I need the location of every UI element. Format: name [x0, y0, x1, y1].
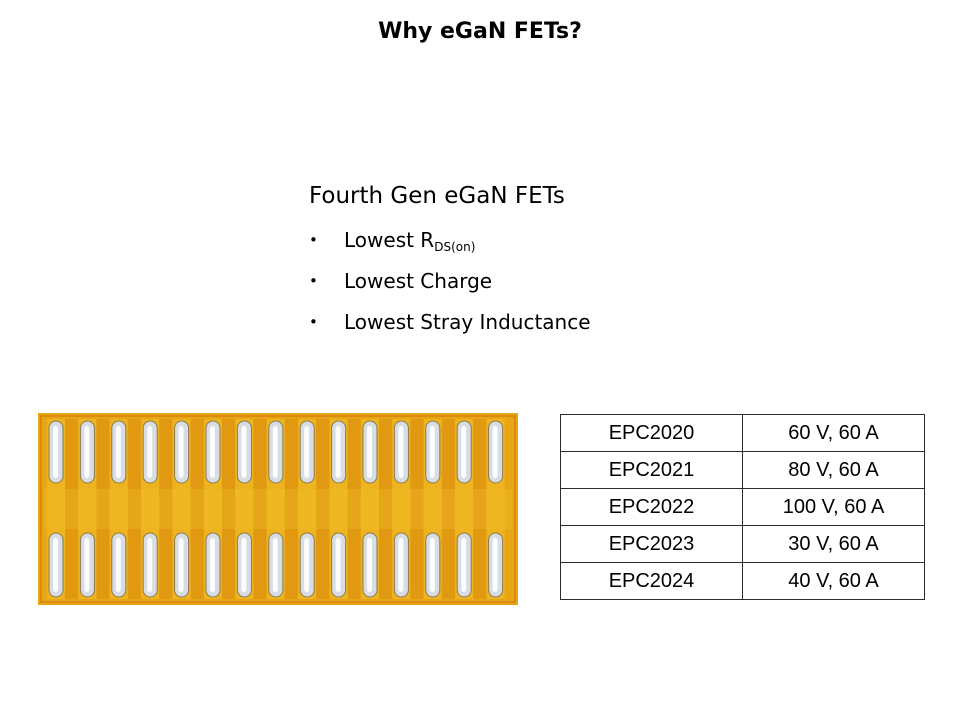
die-bump-highlight [335, 538, 341, 592]
table-row: EPC2021 80 V, 60 A [560, 451, 925, 489]
part-number-cell: EPC2021 [560, 451, 743, 489]
table-row: EPC2024 40 V, 60 A [560, 562, 925, 600]
part-number-cell: EPC2022 [560, 488, 743, 526]
die-bump-highlight [304, 426, 310, 478]
die-stripe [190, 419, 204, 599]
part-number-cell: EPC2024 [560, 562, 743, 600]
die-stripe [379, 419, 392, 599]
feature-item-rdson: • Lowest RDS(on) [309, 225, 591, 266]
die-middle-band [44, 489, 512, 529]
feature-text: Lowest Charge [344, 269, 493, 293]
feature-text: Lowest Stray Inductance [344, 310, 591, 334]
rating-cell: 60 V, 60 A [742, 414, 925, 452]
die-stripe [441, 419, 455, 599]
die-stripe [284, 419, 298, 599]
die-stripe [127, 419, 141, 599]
die-bump-highlight [210, 426, 215, 478]
feature-list: • Lowest RDS(on) • Lowest Charge • Lowest S… [309, 225, 591, 348]
gan-die-photo-icon [38, 413, 518, 605]
bullet-icon: • [309, 272, 318, 290]
die-bump-highlight [147, 426, 153, 478]
table-row: EPC2020 60 V, 60 A [560, 414, 925, 452]
rating-cell: 80 V, 60 A [742, 451, 925, 489]
die-bump-highlight [429, 426, 435, 478]
die-bump-highlight [241, 538, 247, 592]
die-bump-highlight [178, 426, 184, 478]
die-stripe [410, 419, 424, 599]
die-bump-highlight [84, 426, 90, 478]
feature-item-charge: • Lowest Charge [309, 266, 591, 307]
feature-text: Lowest R [344, 228, 435, 252]
feature-item-inductance: • Lowest Stray Inductance [309, 307, 591, 348]
bullet-icon: • [309, 231, 318, 249]
die-bump-highlight [115, 426, 121, 478]
die-bump-highlight [367, 538, 372, 592]
die-stripe [65, 419, 78, 599]
die-stripe [159, 419, 173, 599]
feature-subscript: DS(on) [434, 240, 476, 254]
die-bump-highlight [115, 538, 121, 592]
die-bump-highlight [147, 538, 153, 592]
die-bump-highlight [335, 426, 341, 478]
table-row: EPC2022 100 V, 60 A [560, 488, 925, 526]
die-bump-highlight [461, 426, 467, 478]
section-heading: Fourth Gen eGaN FETs [309, 183, 565, 209]
table-row: EPC2023 30 V, 60 A [560, 525, 925, 563]
die-bump-highlight [398, 426, 404, 478]
die-stripe [347, 419, 361, 599]
die-bump-highlight [241, 426, 247, 478]
die-bump-highlight [398, 538, 404, 592]
die-bump-highlight [210, 538, 215, 592]
die-bump-highlight [492, 426, 498, 478]
product-table: EPC2020 60 V, 60 A EPC2021 80 V, 60 A EP… [560, 414, 925, 600]
bullet-icon: • [309, 313, 318, 331]
die-stripe [222, 419, 235, 599]
rating-cell: 40 V, 60 A [742, 562, 925, 600]
die-bump-highlight [84, 538, 90, 592]
die-bump-highlight [178, 538, 184, 592]
die-bump-highlight [53, 426, 58, 478]
die-stripe [473, 419, 487, 599]
die-bump-highlight [272, 426, 278, 478]
die-stripe [96, 419, 110, 599]
slide-title: Why eGaN FETs? [378, 19, 582, 44]
rating-cell: 30 V, 60 A [742, 525, 925, 563]
die-border [40, 415, 516, 603]
die-bump-highlight [304, 538, 310, 592]
die-bump-highlight [272, 538, 278, 592]
part-number-cell: EPC2020 [560, 414, 743, 452]
die-stripe [253, 419, 267, 599]
die-stripe [316, 419, 330, 599]
die-bump-highlight [53, 538, 58, 592]
die-bump-highlight [461, 538, 467, 592]
part-number-cell: EPC2023 [560, 525, 743, 563]
die-bump-highlight [492, 538, 498, 592]
die-bump-highlight [429, 538, 435, 592]
die-bump-highlight [367, 426, 372, 478]
rating-cell: 100 V, 60 A [742, 488, 925, 526]
